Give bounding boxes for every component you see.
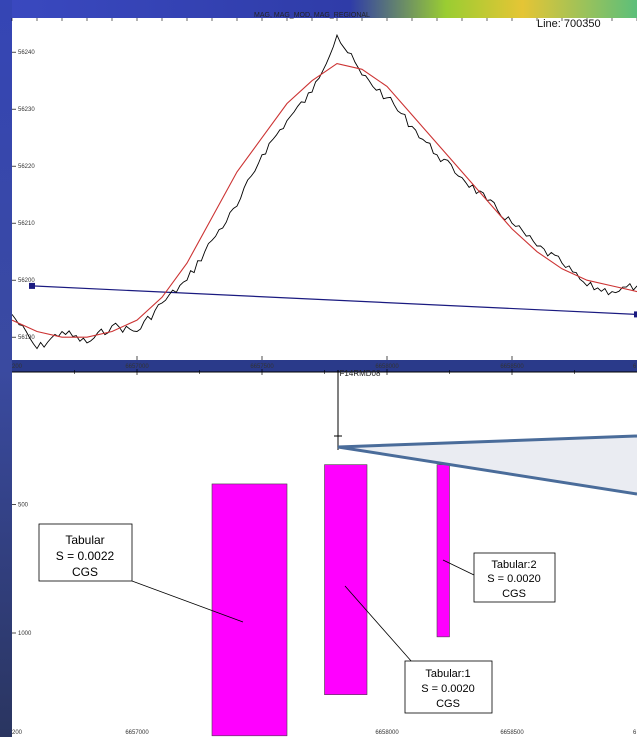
model-series-line [12, 63, 637, 338]
regional-point[interactable] [29, 282, 35, 289]
profile-y-tick-label: 56230 [18, 107, 35, 113]
profile-x-tick-label: 6657500 [250, 364, 274, 370]
section-y-tick-label: 500 [18, 503, 29, 509]
profile-x-edge-label-left: 200 [12, 364, 23, 370]
profile-plot-area [12, 18, 637, 360]
model-bodies [211, 464, 450, 737]
observed-series-line [12, 33, 637, 350]
profile-y-tick-label: 56240 [18, 50, 35, 56]
tabular2-label: Tabular:2 S = 0.0020 CGS [473, 552, 556, 603]
wedge-fill [338, 436, 637, 494]
tabular1-label-line3: CGS [436, 698, 460, 710]
profile-panel: MAG, MAG_MOD, MAG_REGIONAL Line: 700350 … [11, 12, 637, 370]
tabular2-label-line2: S = 0.0020 [487, 573, 541, 585]
tabular-label-line1: Tabular [65, 533, 104, 547]
profile-x-edge-label-right: 6 [633, 364, 637, 370]
tabular1-label-line1: Tabular:1 [425, 668, 470, 680]
tabular2-leader-line [442, 559, 475, 576]
section-x-tick-label: 6658500 [500, 730, 524, 736]
wedge-upper-edge [337, 434, 637, 449]
section-x-tick-label: 6658000 [375, 730, 399, 736]
section-top-ticks [74, 369, 575, 375]
tabular-label: Tabular S = 0.0022 CGS [38, 523, 133, 582]
regional-series-line [31, 285, 637, 315]
tabular-leader-line [131, 580, 244, 623]
profile-x-tick-label: 6658500 [500, 364, 524, 370]
tabular2-label-line3: CGS [502, 588, 526, 600]
profile-x-tick-label: 6658000 [375, 364, 399, 370]
profile-y-tick-label: 56210 [18, 221, 35, 227]
tabular-label-box [38, 523, 133, 582]
section-x-edge-label-left: 200 [12, 730, 23, 736]
tabular2-label-box [473, 552, 556, 603]
profile-y-tick-label: 56220 [18, 164, 35, 170]
wedge-overlay [337, 434, 637, 496]
profile-title: MAG, MAG_MOD, MAG_REGIONAL [254, 12, 370, 19]
tabular-label-line2: S = 0.0022 [56, 549, 115, 563]
tabular1-body[interactable] [324, 464, 368, 695]
profile-y-axis: 56190 56200 56210 56220 56230 56240 [12, 50, 35, 341]
tabular-body[interactable] [211, 483, 288, 737]
section-y-axis: 500 1000 [12, 503, 32, 637]
tabular2-body[interactable] [436, 464, 450, 638]
top-background-strip [0, 0, 637, 20]
regional-point[interactable] [634, 311, 637, 318]
section-x-edge-label-right: 6 [633, 730, 637, 736]
regional-endpoints [29, 282, 637, 318]
drillhole-label: F14RMD08 [340, 369, 381, 378]
tabular-label-line3: CGS [72, 565, 98, 579]
left-background-strip [0, 0, 12, 737]
tabular1-label-box [404, 660, 493, 714]
line-number-label: Line: 700350 [537, 18, 601, 30]
profile-x-tick-label: 6657000 [125, 364, 149, 370]
tabular2-label-line1: Tabular:2 [491, 559, 536, 571]
section-y-tick-label: 1000 [18, 631, 32, 637]
tabular1-label-line2: S = 0.0020 [421, 683, 475, 695]
tabular1-leader-line [344, 585, 413, 663]
profile-x-axis: 6657000 6657500 6658000 6658500 200 6 [11, 18, 637, 370]
profile-y-tick-label: 56190 [18, 335, 35, 341]
wedge-lower-edge [337, 445, 637, 496]
section-x-tick-label: 6657000 [125, 730, 149, 736]
tabular1-label: Tabular:1 S = 0.0020 CGS [404, 660, 493, 714]
profile-y-tick-label: 56200 [18, 278, 35, 284]
